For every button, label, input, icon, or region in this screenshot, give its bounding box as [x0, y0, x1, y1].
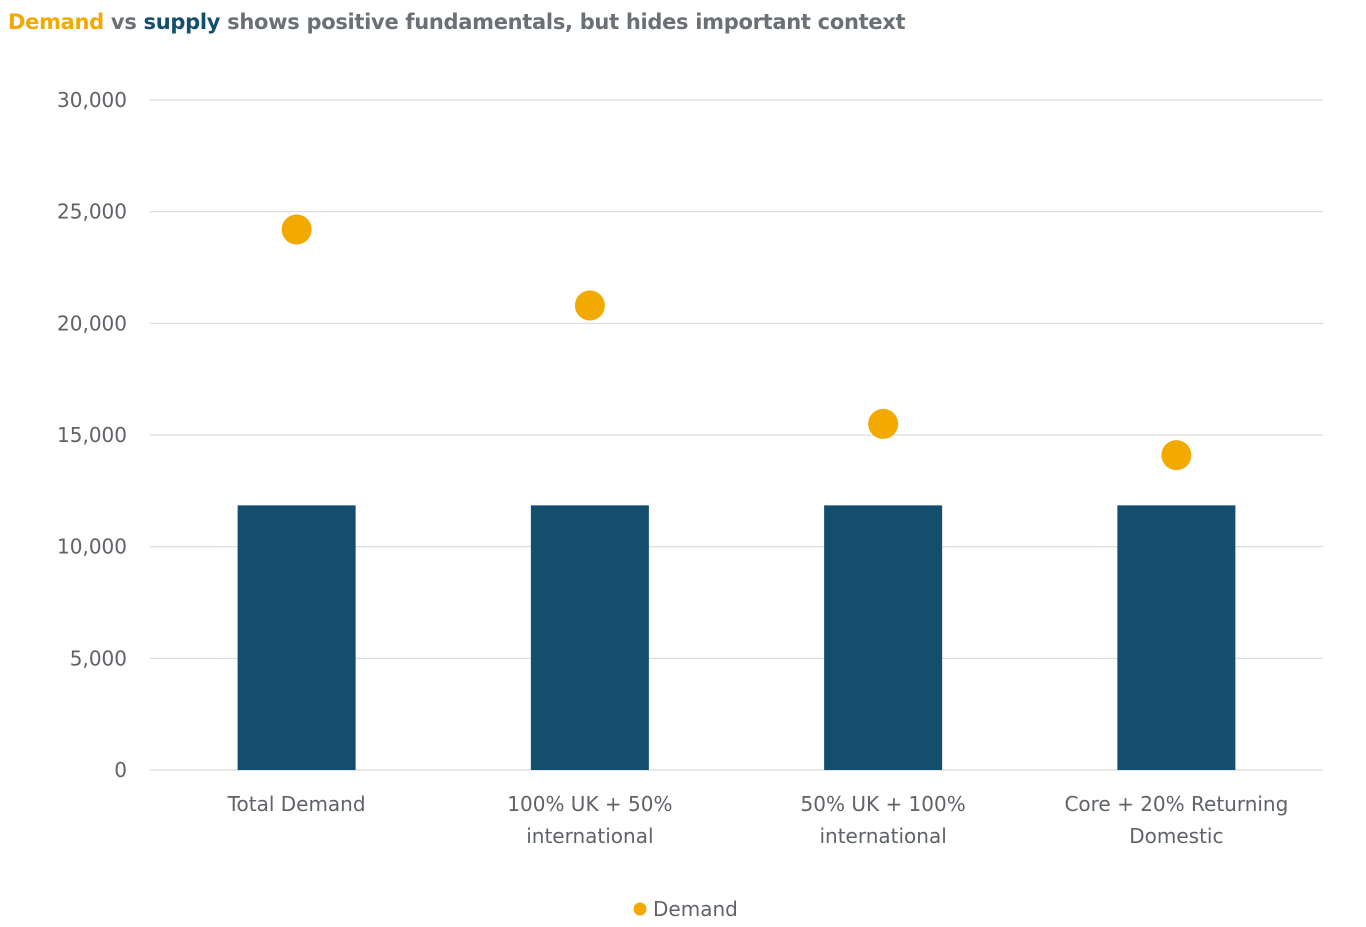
supply-bar	[237, 505, 356, 770]
title-vs-word: vs	[103, 10, 144, 34]
x-category-label: 100% UK + 50%	[507, 792, 672, 816]
x-category-label: international	[819, 824, 946, 848]
supply-bars	[237, 505, 1236, 770]
x-category-label: Core + 20% Returning	[1064, 792, 1288, 816]
y-tick-label: 25,000	[57, 200, 127, 224]
supply-bar	[530, 505, 649, 770]
demand-point	[281, 214, 312, 245]
demand-point	[868, 408, 899, 439]
legend-demand-marker	[633, 902, 647, 916]
supply-bar	[1117, 505, 1236, 770]
demand-point	[1161, 440, 1192, 471]
x-category-label: Total Demand	[227, 792, 366, 816]
title-supply-word: supply	[143, 10, 221, 34]
title-rest: shows positive fundamentals, but hides i…	[220, 10, 906, 34]
x-category-label: international	[526, 824, 653, 848]
legend: Demand	[633, 897, 738, 921]
y-tick-label: 5,000	[70, 646, 127, 670]
supply-bar	[824, 505, 943, 770]
demand-point	[574, 290, 605, 321]
y-tick-label: 15,000	[57, 423, 127, 447]
y-tick-label: 0	[114, 758, 127, 782]
x-axis-categories: Total Demand 100% UK + 50% international 50…	[227, 792, 1289, 848]
y-tick-label: 20,000	[57, 311, 127, 335]
y-tick-label: 10,000	[57, 535, 127, 559]
x-category-label: 50% UK + 100%	[801, 792, 966, 816]
y-axis-ticks: 0 5,000 10,000 15,000 20,000 25,000 30,000	[57, 88, 127, 782]
y-tick-label: 30,000	[57, 88, 127, 112]
demand-points	[281, 214, 1192, 471]
legend-demand-label: Demand	[653, 897, 738, 921]
title-demand-word: Demand	[8, 10, 104, 34]
x-category-label: Domestic	[1129, 824, 1223, 848]
chart-title: Demand vs supply shows positive fundamen…	[8, 10, 906, 34]
